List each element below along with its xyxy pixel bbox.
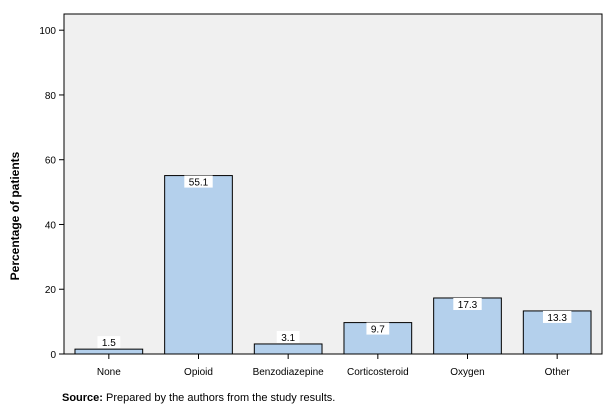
plot-area xyxy=(63,13,603,355)
bar-none xyxy=(74,348,144,355)
x-tick-label: Opioid xyxy=(184,367,213,378)
data-label-box xyxy=(453,297,482,310)
y-tick-label: 80 xyxy=(45,91,57,102)
data-label: 9.7 xyxy=(371,325,385,336)
y-tick-label: 0 xyxy=(50,350,56,361)
data-label-box xyxy=(184,175,213,188)
data-label: 17.3 xyxy=(458,300,478,311)
bars-group: 1.5 55.1 3.1 9.7 17.3 13.3 xyxy=(74,175,592,355)
y-tick-label: 100 xyxy=(39,26,56,37)
x-tick-label: Other xyxy=(545,367,571,378)
bar-chart: 0 20 40 60 80 100 1.5 55.1 3.1 9.7 17.3 13.3 None O… xyxy=(8,13,603,378)
data-label: 55.1 xyxy=(189,178,209,189)
x-tick-label: Benzodiazepine xyxy=(253,367,325,378)
data-label-box xyxy=(276,330,300,343)
y-tick-label: 40 xyxy=(45,220,57,231)
data-label: 3.1 xyxy=(281,333,295,344)
y-axis: 0 20 40 60 80 100 xyxy=(39,26,64,361)
y-tick-label: 60 xyxy=(45,156,57,167)
bar-opioid xyxy=(164,175,233,355)
source-label: Source: xyxy=(62,392,103,404)
x-tick-label: None xyxy=(97,367,121,378)
data-label-box xyxy=(366,322,390,335)
x-axis: None Opioid Benzodiazepine Corticosteroid Ox… xyxy=(97,354,570,378)
data-label: 13.3 xyxy=(547,313,567,324)
bar-benzodiazepine xyxy=(253,343,323,355)
x-tick-label: Corticosteroid xyxy=(347,367,409,378)
source-note: Source: Prepared by the authors from the… xyxy=(62,392,335,404)
data-label-box xyxy=(542,310,572,323)
x-tick-label: Oxygen xyxy=(450,367,484,378)
y-axis-label: Percentage of patients xyxy=(8,151,22,280)
y-tick-label: 20 xyxy=(45,285,57,296)
data-label-box xyxy=(97,336,121,349)
source-text: Prepared by the authors from the study r… xyxy=(106,392,336,404)
data-label: 1.5 xyxy=(102,338,116,349)
